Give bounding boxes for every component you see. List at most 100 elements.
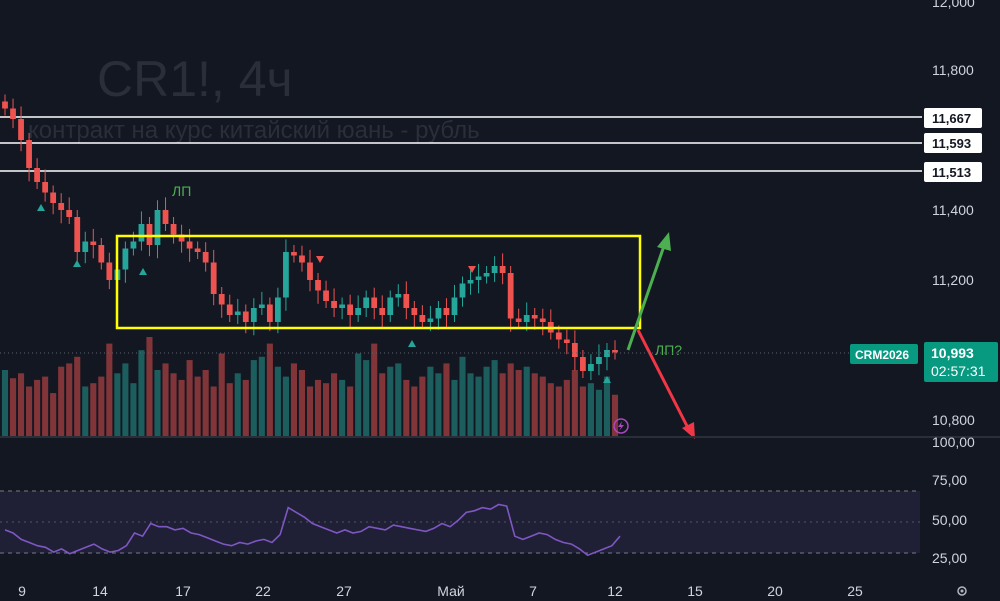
volume-bar — [435, 373, 442, 436]
volume-bar — [331, 373, 338, 436]
range-box[interactable] — [115, 234, 642, 330]
volume-bar — [42, 376, 49, 436]
volume-bar — [74, 356, 81, 436]
candle — [555, 325, 562, 349]
candle — [18, 106, 24, 152]
candle — [154, 200, 161, 259]
candle — [371, 287, 378, 320]
volume-bar — [563, 379, 570, 436]
last-price-tag[interactable]: 10,993 02:57:31 — [924, 342, 998, 382]
candle — [580, 350, 586, 378]
candle — [515, 308, 522, 329]
volume-bar — [507, 363, 514, 436]
volume-bar — [411, 386, 418, 436]
volume-bar — [339, 379, 346, 436]
volume-bar — [138, 350, 145, 436]
buy-signal-icon — [73, 260, 81, 267]
time-axis[interactable]: 9 14 17 22 27 Май 7 12 15 20 25 — [18, 583, 863, 599]
volume-bar — [234, 373, 241, 436]
price-tick: 10,800 — [932, 412, 975, 428]
candle — [34, 158, 40, 189]
buy-signal-icon — [408, 340, 416, 347]
rsi-axis[interactable]: 100,00 75,00 50,00 25,00 — [932, 434, 975, 566]
volume-bar — [419, 376, 426, 436]
volume-bar — [347, 386, 354, 436]
candle — [307, 249, 313, 292]
candle — [563, 329, 570, 355]
candle — [106, 252, 113, 290]
candle — [2, 94, 8, 116]
volume-bar — [515, 370, 522, 436]
volume-bar — [90, 383, 97, 436]
time-label: 22 — [255, 583, 271, 599]
volume-bar — [579, 386, 586, 436]
candle — [395, 284, 402, 307]
candle — [588, 354, 594, 381]
volume-bar — [395, 363, 402, 436]
volume-bar — [379, 373, 386, 436]
settings-icon[interactable] — [957, 586, 967, 596]
volume-bar — [427, 366, 434, 436]
volume-bar — [282, 376, 289, 436]
volume-bar — [226, 383, 233, 436]
volume-bar — [266, 343, 273, 436]
volume-bar — [355, 353, 362, 436]
annotation-lp[interactable]: ЛП — [172, 183, 191, 199]
volume-bar — [210, 386, 217, 436]
time-label: 25 — [847, 583, 863, 599]
volume-bar — [603, 376, 611, 436]
annotation-lp-question[interactable]: ЛП? — [655, 342, 682, 358]
time-label: 20 — [767, 583, 783, 599]
candle — [138, 211, 145, 251]
candle — [50, 185, 57, 215]
volume-bar — [178, 379, 185, 436]
arrow-up[interactable] — [626, 232, 671, 351]
svg-text:02:57:31: 02:57:31 — [931, 363, 986, 379]
watermark-symbol: CR1!, 4ч — [97, 51, 293, 107]
price-tick: 11,800 — [932, 62, 974, 78]
candle — [571, 330, 578, 371]
rsi-tick: 75,00 — [932, 472, 967, 488]
candle — [347, 294, 354, 329]
arrow-down[interactable] — [636, 329, 695, 439]
volume-bar — [250, 360, 257, 436]
candle — [291, 245, 297, 263]
svg-text:11,593: 11,593 — [932, 136, 971, 151]
candle — [499, 253, 506, 285]
volume-bar — [114, 373, 121, 436]
candle — [612, 340, 618, 360]
candle — [387, 290, 394, 322]
volume-bar — [531, 373, 538, 436]
volume-bar — [539, 376, 546, 436]
horizontal-levels[interactable] — [0, 116, 922, 172]
candle — [58, 193, 65, 224]
candle — [363, 290, 370, 318]
watermark-description: контракт на курс китайский юань - рубль — [28, 117, 480, 144]
volume-bar — [467, 373, 474, 436]
rsi-line[interactable] — [4, 503, 621, 557]
candle — [98, 238, 105, 270]
volume-bar — [523, 366, 530, 436]
volume-bar — [186, 360, 193, 436]
level-tag[interactable]: 11,667 — [924, 108, 982, 128]
volume-bar — [475, 376, 482, 436]
rsi-tick: 100,00 — [932, 434, 975, 450]
candle — [339, 297, 345, 320]
candle — [42, 169, 49, 202]
level-tag[interactable]: 11,593 — [924, 133, 982, 153]
price-axis[interactable]: 12,000 11,800 11,400 11,200 10,800 — [932, 0, 975, 428]
candle — [186, 228, 193, 262]
candle — [355, 295, 362, 322]
level-tag[interactable]: 11,513 — [924, 162, 982, 182]
volume-bar — [58, 366, 65, 436]
candle — [122, 241, 129, 283]
candle — [275, 287, 281, 334]
lightning-icon[interactable] — [613, 418, 629, 434]
candle — [507, 266, 514, 332]
candle — [266, 297, 273, 332]
candle — [523, 302, 530, 332]
candle — [283, 239, 289, 311]
symbol-tag[interactable]: CRM2026 — [850, 344, 918, 364]
